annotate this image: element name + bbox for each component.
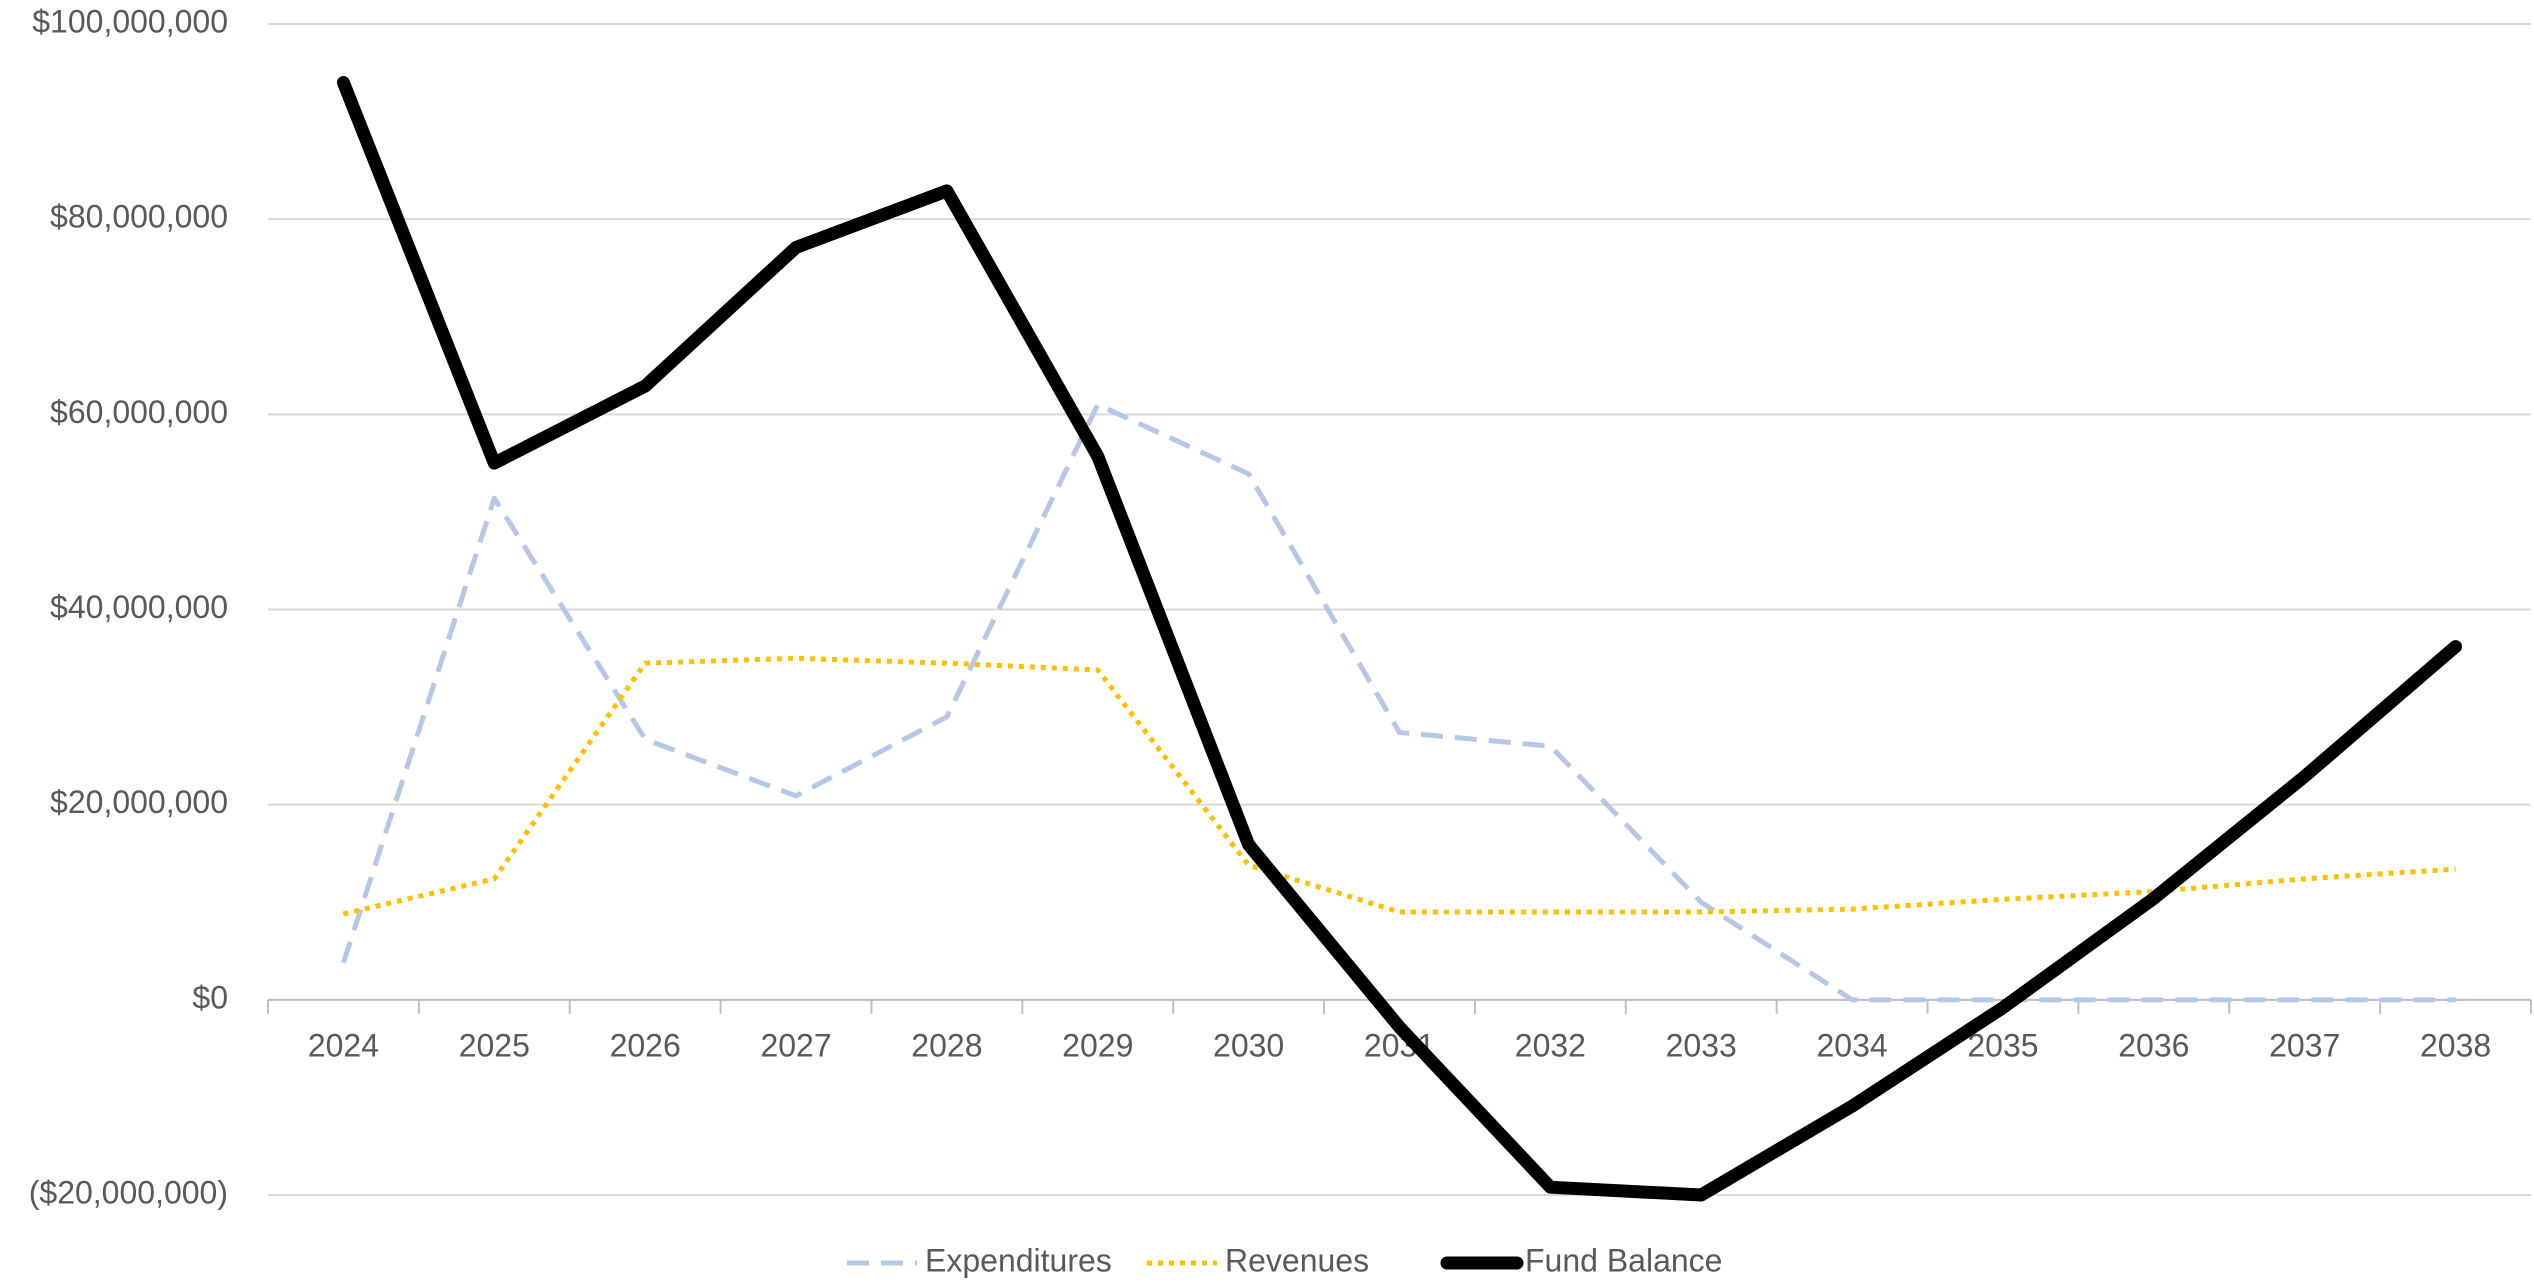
- x-tick-label: 2029: [1062, 1027, 1133, 1063]
- series-line: [342, 655, 2456, 917]
- x-tick-label: 2033: [1666, 1027, 1737, 1063]
- y-tick-label: $40,000,000: [50, 589, 228, 625]
- series-line: [336, 76, 2463, 1202]
- x-tick-label: 2038: [2420, 1027, 2491, 1063]
- x-tick-label: 2035: [1967, 1027, 2038, 1063]
- x-tick-label: 2034: [1817, 1027, 1888, 1063]
- x-tick-label: 2030: [1213, 1027, 1284, 1063]
- x-tick-label: 2028: [911, 1027, 982, 1063]
- x-tick-label: 2036: [2118, 1027, 2189, 1063]
- y-tick-label: $60,000,000: [50, 394, 228, 430]
- x-tick-label: 2026: [610, 1027, 681, 1063]
- y-tick-label: $100,000,000: [32, 3, 228, 39]
- x-tick-label: 2024: [308, 1027, 379, 1063]
- x-tick-label: 2032: [1515, 1027, 1586, 1063]
- x-tick-label: 2027: [760, 1027, 831, 1063]
- series-line: [341, 402, 2456, 1003]
- legend-label: Revenues: [1225, 1242, 1369, 1278]
- legend-label: Fund Balance: [1525, 1242, 1722, 1278]
- y-tick-label: ($20,000,000): [29, 1174, 228, 1210]
- y-tick-label: $20,000,000: [50, 784, 228, 820]
- x-tick-label: 2025: [459, 1027, 530, 1063]
- x-tick-label: 2037: [2269, 1027, 2340, 1063]
- y-tick-label: $80,000,000: [50, 199, 228, 235]
- y-tick-label: $0: [192, 979, 228, 1015]
- legend-label: Expenditures: [925, 1242, 1112, 1278]
